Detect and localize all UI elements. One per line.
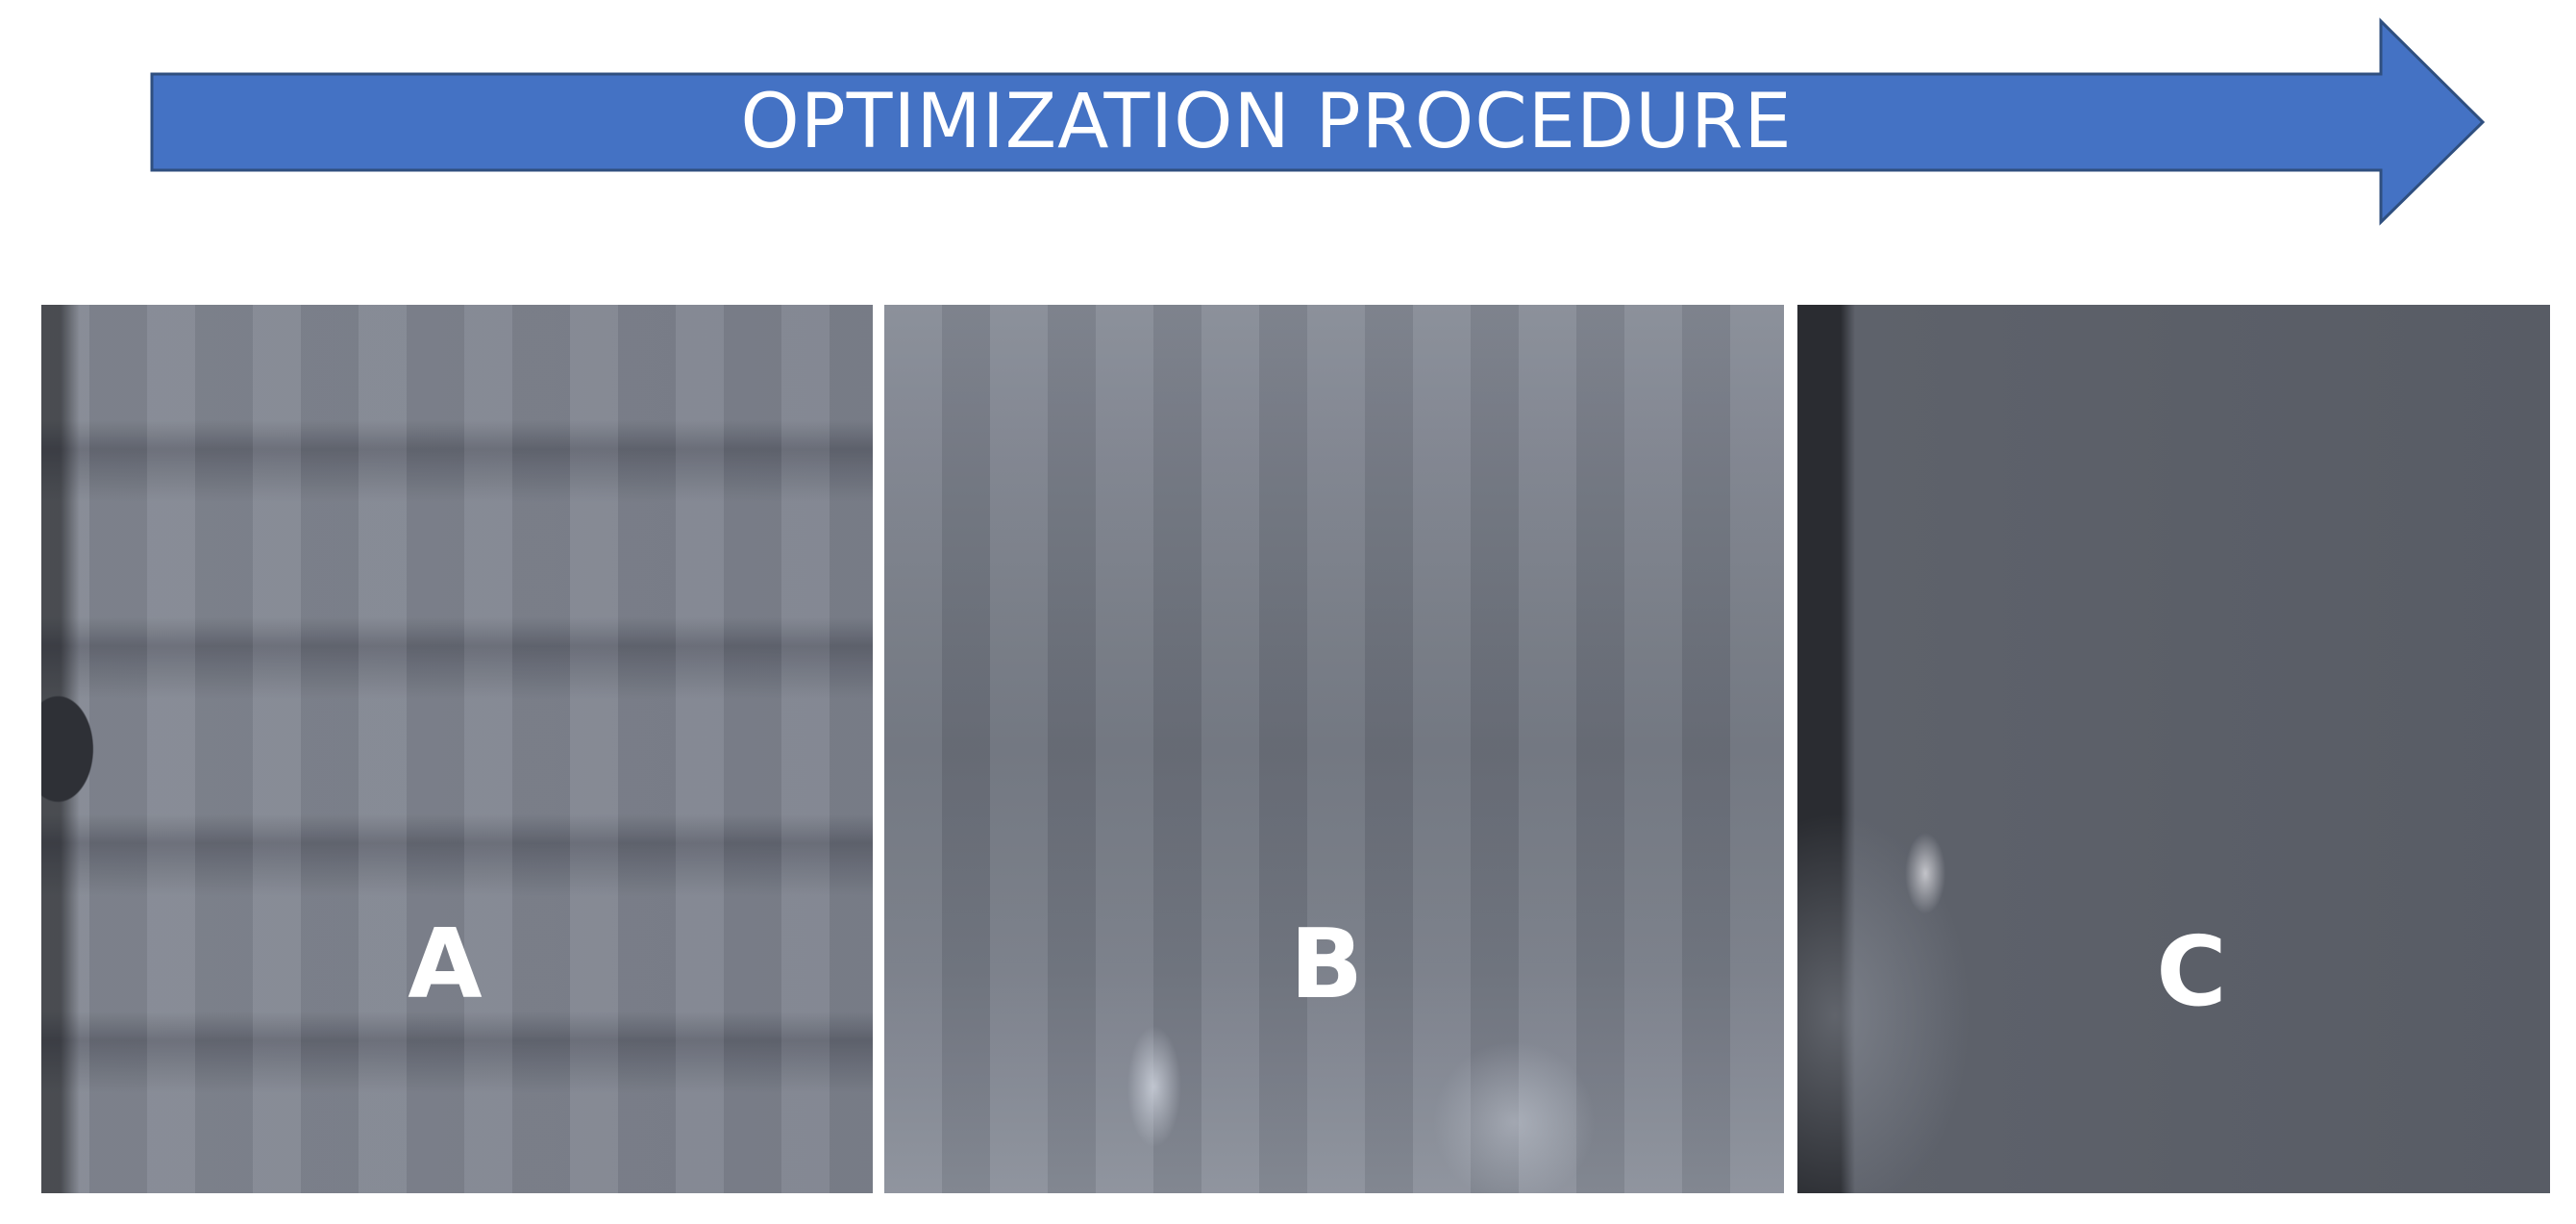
arrow-label: OPTIMIZATION PROCEDURE [740, 79, 1793, 165]
optimization-arrow [150, 17, 2486, 226]
panel-label-a: A [408, 908, 483, 1020]
arrow-shape [150, 17, 2486, 226]
micrograph-panel-a: A [41, 305, 873, 1193]
micrograph-panel-c: C [1797, 305, 2550, 1193]
panel-label-b: B [1289, 908, 1364, 1020]
panel-label-c: C [2156, 915, 2227, 1028]
micrograph-panel-b: B [884, 305, 1784, 1193]
